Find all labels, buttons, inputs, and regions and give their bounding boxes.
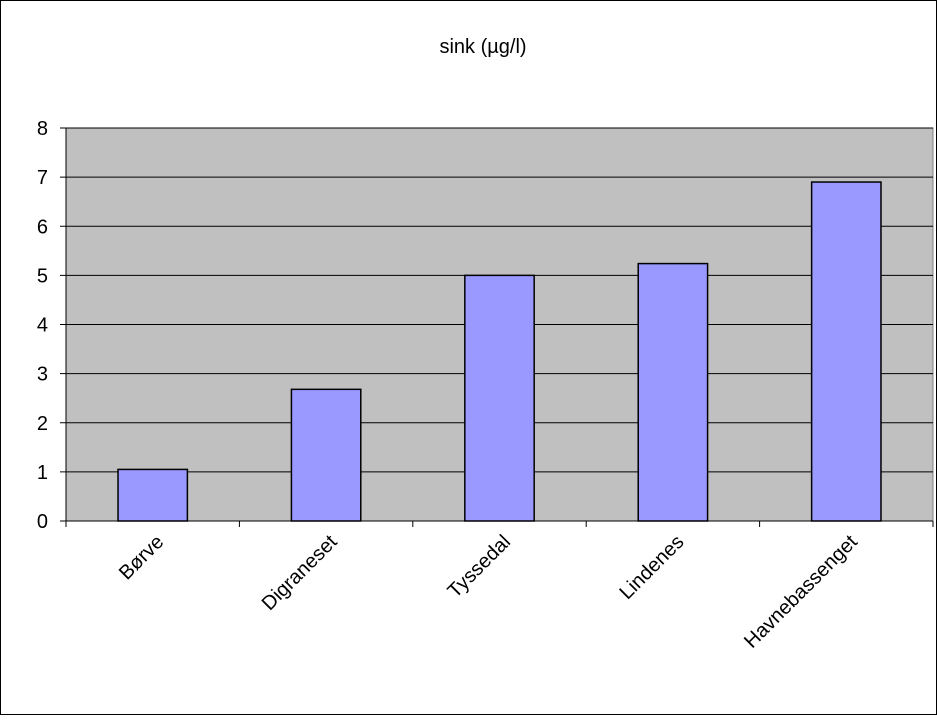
y-tick-label: 5 [37, 265, 48, 287]
x-tick-labels: Børve Digraneset Tyssedal Lindenes Havnebass… [115, 531, 862, 653]
axes [60, 127, 934, 527]
x-tick-label: Tyssedal [444, 531, 515, 602]
bar-digraneset [290, 388, 362, 522]
y-tick-label: 1 [37, 462, 48, 484]
x-tick-label: Havnebassenget [740, 531, 862, 653]
bar-lindenes [637, 262, 709, 522]
bar-havnebassenget [810, 181, 882, 522]
y-tick-label: 8 [37, 118, 48, 140]
y-tick-label: 0 [37, 511, 48, 533]
x-tick-label: Børve [115, 531, 168, 584]
x-tick-label: Digraneset [258, 531, 342, 615]
y-tick-label: 2 [37, 413, 48, 435]
bars [117, 181, 882, 522]
y-tick-labels: 0 1 2 3 4 5 6 7 8 [37, 118, 48, 533]
bar-tyssedal [464, 274, 535, 522]
chart-title: sink (µg/l) [439, 36, 526, 58]
y-tick-label: 6 [37, 216, 48, 238]
x-tick-label: Lindenes [615, 531, 688, 604]
y-tick-label: 7 [37, 167, 48, 189]
y-tick-label: 4 [37, 315, 48, 337]
bar-børve [117, 468, 189, 522]
y-tick-label: 3 [37, 364, 48, 386]
